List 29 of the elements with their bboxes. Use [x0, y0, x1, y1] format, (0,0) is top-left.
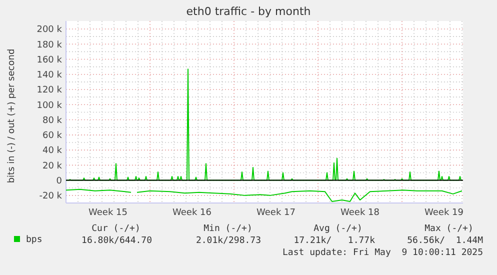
y-tick-label: 140 k	[36, 70, 63, 81]
text: Min (-/+)	[204, 224, 252, 234]
text: Avg (-/+)	[314, 224, 362, 234]
y-axis-title: bits in (-) / out (+) per second	[7, 48, 17, 184]
x-tick-label: Week 19	[424, 208, 464, 218]
y-tick-label: 160 k	[36, 55, 63, 66]
text: 2.01k/298.73	[196, 236, 261, 246]
y-tick-label: -20 k	[39, 192, 63, 202]
y-tick-label: 0	[56, 176, 62, 186]
y-tick-label: 80 k	[42, 116, 63, 126]
y-tick-label: 120 k	[36, 86, 63, 96]
chart-title: eth0 traffic - by month	[186, 5, 311, 18]
text: 16.80k/644.70	[82, 236, 152, 246]
y-tick-label: 100 k	[36, 100, 63, 111]
y-tick-label: 60 k	[42, 131, 63, 142]
y-tick-label: 20 k	[42, 161, 63, 172]
x-tick-label: Week 18	[340, 208, 380, 218]
x-tick-label: Week 17	[256, 208, 296, 218]
text: Cur (-/+)	[92, 224, 140, 234]
text: 17.21k/ 1.77k	[294, 236, 376, 246]
text: 56.56k/ 1.44M	[407, 236, 484, 246]
x-tick-label: Week 16	[172, 208, 212, 218]
y-tick-label: 40 k	[42, 146, 63, 156]
y-tick-label: 200 k	[36, 25, 63, 36]
y-tick-label: 180 k	[36, 40, 63, 50]
text: Last update: Fri May 9 10:00:11 2025	[282, 248, 483, 258]
text: Max (-/+)	[424, 224, 474, 234]
x-tick-label: Week 15	[88, 208, 128, 218]
legend-label: bps	[26, 235, 42, 245]
